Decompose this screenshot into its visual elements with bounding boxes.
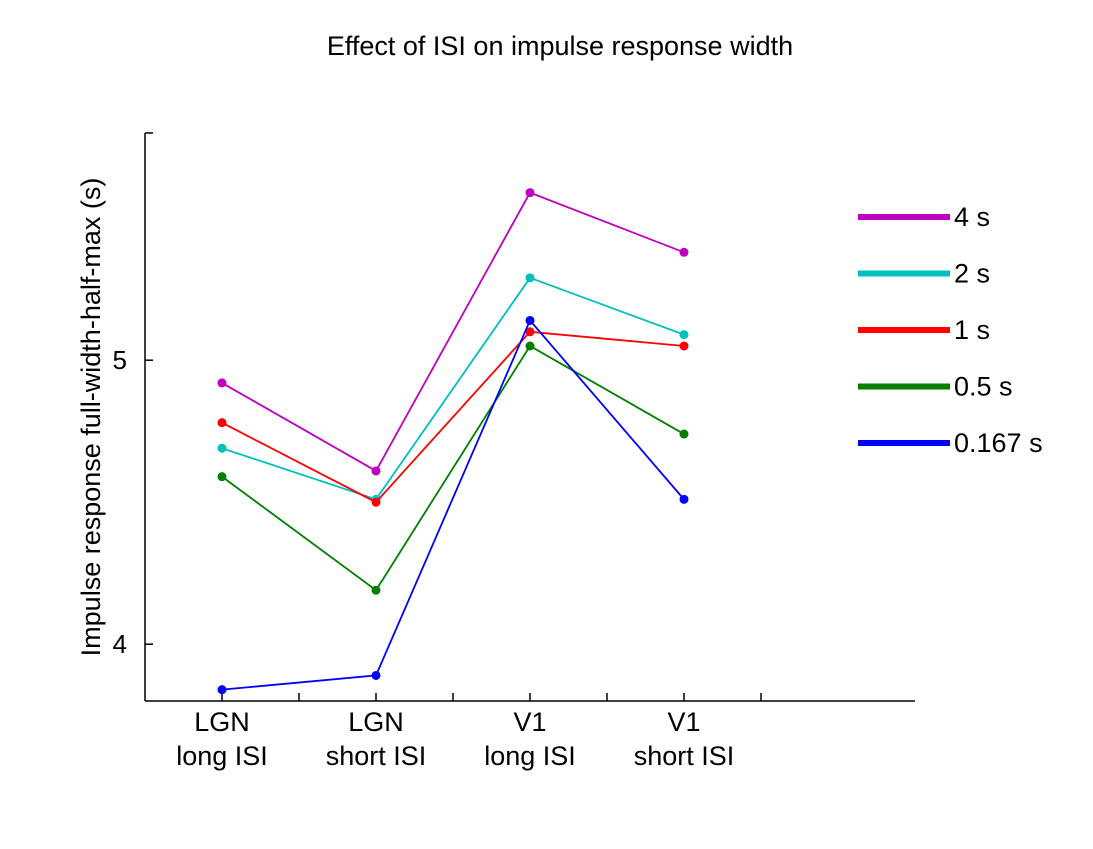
axes: 4 5 LGN long ISI LGN short ISI V1 long ISI V1 sho…	[113, 132, 915, 771]
legend-label: 1 s	[954, 315, 990, 345]
data-point	[679, 429, 689, 439]
legend: 4 s 2 s 1 s 0.5 s 0.167 s	[858, 202, 1043, 458]
legend-label: 4 s	[954, 202, 990, 232]
data-point	[679, 247, 689, 257]
series-line	[221, 276, 685, 501]
y-tick-label: 4	[113, 629, 127, 659]
data-point	[679, 330, 689, 340]
data-point	[217, 685, 227, 695]
data-point	[217, 378, 227, 388]
series-line	[221, 191, 685, 473]
data-point	[525, 327, 535, 337]
series-line	[221, 344, 685, 592]
x-tick-label-line: long ISI	[484, 741, 576, 771]
x-tick-label-line: V1	[513, 707, 546, 737]
x-tick-label-line: long ISI	[176, 741, 268, 771]
data-point	[525, 315, 535, 325]
series-line	[221, 318, 685, 691]
data-point	[525, 341, 535, 351]
data-point	[217, 443, 227, 453]
data-point	[525, 188, 535, 198]
chart-title: Effect of ISI on impulse response width	[327, 31, 793, 61]
x-tick-label-line: short ISI	[326, 741, 427, 771]
x-tick-label: LGN short ISI	[326, 707, 427, 771]
data-point	[217, 418, 227, 428]
data-point	[371, 466, 381, 476]
x-tick-label-line: LGN	[348, 707, 404, 737]
series-line	[221, 330, 685, 504]
data-point	[371, 585, 381, 595]
x-tick-label: LGN long ISI	[176, 707, 268, 771]
data-point	[679, 494, 689, 504]
data-point	[679, 341, 689, 351]
data-point	[217, 472, 227, 482]
x-tick-label-line: short ISI	[634, 741, 735, 771]
data-point	[371, 497, 381, 507]
y-tick-label: 5	[113, 345, 127, 375]
legend-label: 2 s	[954, 259, 990, 289]
series-layer	[217, 188, 689, 695]
x-tick-label-line: V1	[667, 707, 700, 737]
x-tick-label: V1 long ISI	[484, 707, 576, 771]
data-point	[371, 670, 381, 680]
x-tick-label-line: LGN	[194, 707, 250, 737]
legend-label: 0.5 s	[954, 372, 1013, 402]
x-tick-label: V1 short ISI	[634, 707, 735, 771]
y-axis-label: Impulse response full-width-half-max (s)	[76, 178, 106, 657]
legend-label: 0.167 s	[954, 428, 1043, 458]
data-point	[525, 273, 535, 283]
